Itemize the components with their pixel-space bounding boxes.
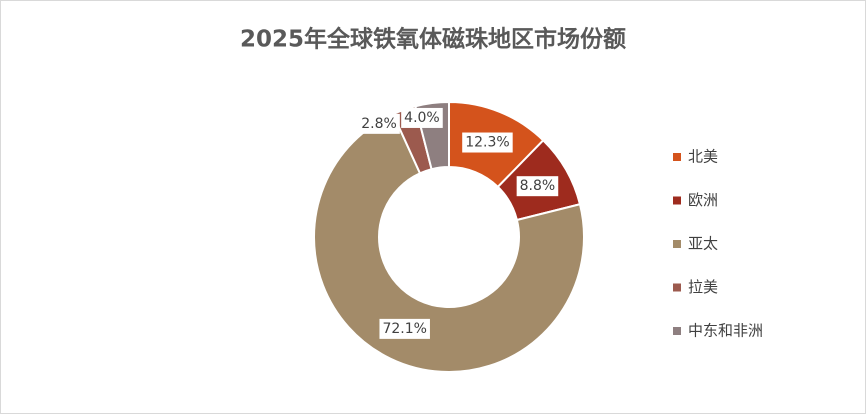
legend-swatch xyxy=(673,327,681,335)
data-label: 4.0% xyxy=(404,110,440,126)
legend-swatch xyxy=(673,240,681,248)
data-label: 72.1% xyxy=(382,321,426,337)
legend-swatch xyxy=(673,283,681,292)
data-label-bg xyxy=(379,318,430,339)
data-label-bg xyxy=(401,107,443,128)
legend-label: 中东和非洲 xyxy=(688,322,763,340)
legend-swatch xyxy=(673,153,681,161)
legend-label: 欧洲 xyxy=(688,191,718,209)
data-label-bg xyxy=(358,113,400,134)
data-label: 8.8% xyxy=(520,178,556,194)
legend-swatch xyxy=(673,196,681,205)
donut-segment xyxy=(313,112,585,373)
chart-title: 2025年全球铁氧体磁珠地区市场份额 xyxy=(240,26,626,53)
legend-label: 亚太 xyxy=(688,235,718,253)
data-label-bg xyxy=(516,176,559,197)
legend-label: 拉美 xyxy=(688,278,718,296)
data-label: 2.8% xyxy=(361,116,397,132)
data-label-bg xyxy=(462,132,513,153)
legend-label: 北美 xyxy=(688,148,718,166)
data-label: 12.3% xyxy=(465,135,509,151)
